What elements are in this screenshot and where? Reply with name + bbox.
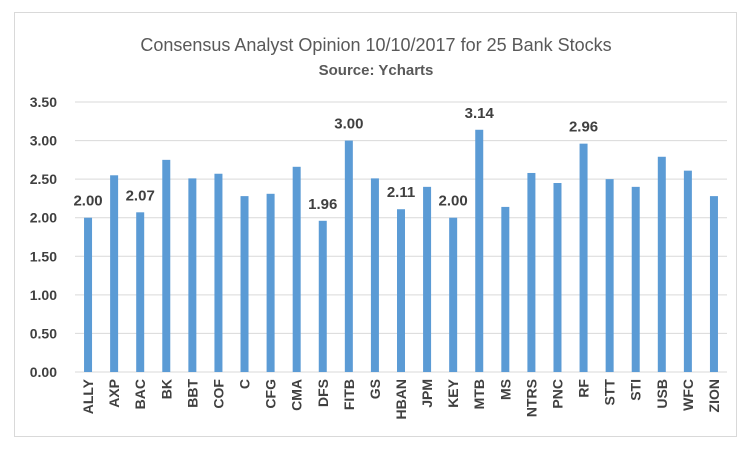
x-category-label: BBT [184,379,200,408]
x-category-label: DFS [315,379,331,407]
data-label-dfs: 1.96 [308,196,337,213]
x-category-label: FITB [341,379,357,410]
x-category-label: BAC [132,379,148,409]
bar-bbt [188,178,197,372]
x-category-label: GS [367,379,383,399]
bar-cfg [266,193,275,372]
bar-stt [605,179,614,372]
bar-ally [84,217,93,372]
x-category-label: ZION [706,379,722,412]
x-category-label: AXP [106,379,122,408]
bar-ntrs [527,172,536,372]
bar-axp [110,175,119,372]
x-category-label: NTRS [523,379,539,417]
data-label-key: 2.00 [439,193,468,210]
y-tick-label: 3.50 [30,94,57,110]
bar-bk [162,159,171,372]
bar-wfc [683,170,692,372]
chart-subtitle: Source: Ycharts [319,62,434,79]
bar-bac [136,212,145,372]
x-category-label: MTB [471,379,487,409]
x-category-label: STT [602,379,618,406]
x-category-label: CMA [289,379,305,411]
x-category-label: BK [158,379,174,399]
x-category-label: HBAN [393,379,409,419]
x-category-label: KEY [445,378,461,407]
data-labels: 2.00 2.07 1.96 3.00 2.11 2.00 3.14 2.96 [73,105,598,213]
data-label-fitb: 3.00 [334,116,363,133]
bar-dfs [318,220,327,372]
x-category-label: PNC [549,379,565,409]
bar-mtb [475,129,484,372]
x-category-label: RF [576,379,592,398]
bar-zion [709,196,718,372]
bar-key [449,217,458,372]
y-tick-label: 0.00 [30,364,57,380]
bar-usb [657,156,666,372]
bar-c [240,196,249,372]
x-category-label: MS [497,379,513,400]
chart-frame: Consensus Analyst Opinion 10/10/2017 for… [14,12,737,437]
y-tick-label: 2.50 [30,171,57,187]
x-category-label: STI [628,379,644,401]
x-axis-categories: ALLY AXP BAC BK BBT COF C CFG CMA DFS FITB GS HBAN JP… [80,378,722,419]
y-axis-ticks: 0.00 0.50 1.00 1.50 2.00 2.50 3.00 3.50 [30,94,57,380]
y-tick-label: 3.00 [30,133,57,149]
bar-cof [214,173,223,372]
x-category-label: C [237,379,253,389]
x-category-label: WFC [680,379,696,411]
x-category-label: JPM [419,379,435,408]
y-tick-label: 1.50 [30,248,57,264]
chart-title: Consensus Analyst Opinion 10/10/2017 for… [140,35,611,55]
x-category-label: USB [654,379,670,409]
bar-pnc [553,183,562,372]
bar-gs [370,178,379,372]
y-tick-label: 0.50 [30,325,57,341]
x-category-label: ALLY [80,378,96,414]
y-tick-label: 1.00 [30,287,57,303]
bar-jpm [423,186,432,372]
bar-chart: Consensus Analyst Opinion 10/10/2017 for… [30,35,727,419]
bars [84,129,718,372]
x-category-label: COF [210,379,226,409]
bar-fitb [344,140,353,372]
data-label-hban: 2.11 [387,184,415,201]
data-label-ally: 2.00 [73,193,102,210]
bar-hban [397,209,405,372]
bar-ms [501,206,510,372]
y-tick-label: 2.00 [30,210,57,226]
data-label-bac: 2.07 [126,187,155,204]
bar-sti [631,186,640,372]
bar-cma [292,166,301,372]
bar-rf [579,143,588,372]
data-label-mtb: 3.14 [465,105,495,122]
x-category-label: CFG [263,379,279,409]
data-label-rf: 2.96 [569,119,598,136]
